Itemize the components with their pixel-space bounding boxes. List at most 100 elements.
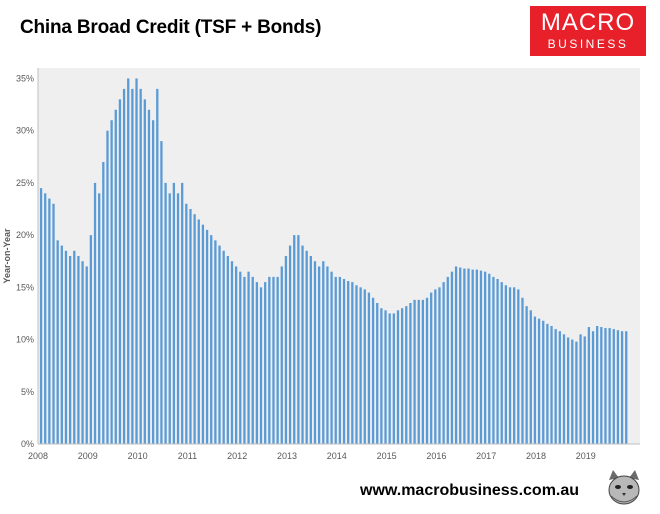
bar [259,287,263,444]
bar [247,271,250,444]
bar [301,245,304,444]
bar [317,266,321,444]
bar [450,271,454,444]
bar [218,245,221,444]
x-tick-label: 2019 [576,451,596,461]
bar [276,276,279,444]
bar [430,292,433,444]
bar [93,182,97,444]
bar [122,88,126,444]
x-tick-label: 2011 [178,451,197,461]
bar [89,235,93,444]
x-tick-label: 2014 [327,451,347,461]
footer-url-link[interactable]: www.macrobusiness.com.au [360,482,580,499]
bar [197,219,200,444]
bar [284,256,288,444]
y-tick-label: 30% [16,126,34,136]
bar [596,325,599,444]
bar [193,214,196,444]
bar [251,276,254,444]
bar [384,310,387,444]
x-tick-label: 2013 [277,451,297,461]
bar [425,297,429,444]
x-tick-label: 2016 [426,451,446,461]
bar [571,339,574,444]
bar [176,193,180,444]
x-tick-label: 2017 [476,451,496,461]
bar [326,266,329,444]
bar [454,266,458,444]
bar [471,269,474,444]
bar [81,261,84,444]
bar [39,188,43,444]
bar [554,329,557,444]
bar-series [39,78,628,445]
bar [189,209,192,444]
bar [604,328,607,444]
chart-title: China Broad Credit (TSF + Bonds) [20,17,322,38]
x-tick-labels: 2008 2009 2010 2011 2012 2013 2014 2015 2016 2017… [28,451,596,461]
bar [575,341,578,444]
bar [508,287,512,444]
bar [135,78,138,444]
bar [409,303,412,444]
bar [355,285,358,444]
bar [405,306,408,444]
x-tick-label: 2015 [377,451,397,461]
bar [608,328,611,444]
bar [400,308,404,444]
y-axis-label: Year-on-Year [2,228,12,284]
bar [413,299,416,444]
bar [442,282,445,444]
bar [272,276,275,444]
bar [181,182,184,444]
bar [463,268,466,444]
bar [147,109,151,444]
bar [347,281,350,444]
bar [118,99,122,444]
bar [380,308,383,444]
bar [60,245,63,444]
bar [164,182,167,444]
bar [591,331,595,444]
bar [620,331,624,444]
bar [205,229,209,444]
bar [330,271,333,444]
bar [421,299,425,444]
bar [351,282,354,444]
bar [293,235,296,444]
bar [342,278,346,444]
bar [102,162,105,444]
macrobusiness-logo[interactable]: MACRO BUSINESS [530,6,646,56]
logo-line1: MACRO [540,9,636,36]
bar [288,245,292,444]
bar [542,320,545,444]
bar [417,299,420,444]
bar [492,276,495,444]
bar [48,198,51,444]
bar [85,266,88,444]
bar [500,282,503,444]
bar [483,271,487,444]
y-tick-label: 5% [21,387,34,397]
bar [243,276,246,444]
bar [504,285,508,444]
bar [114,109,117,444]
bar [562,334,566,444]
bar [367,292,371,444]
bar [127,78,130,444]
y-tick-label: 35% [16,73,34,83]
x-tick-label: 2008 [28,451,48,461]
bar [77,256,80,444]
y-tick-label: 15% [16,282,34,292]
bar [517,289,520,444]
bar [583,336,586,444]
bar [73,250,76,444]
bar [338,276,342,444]
bar [587,327,591,444]
bar [558,331,561,444]
bar [309,256,312,444]
bar [44,193,47,444]
bar [612,329,615,444]
